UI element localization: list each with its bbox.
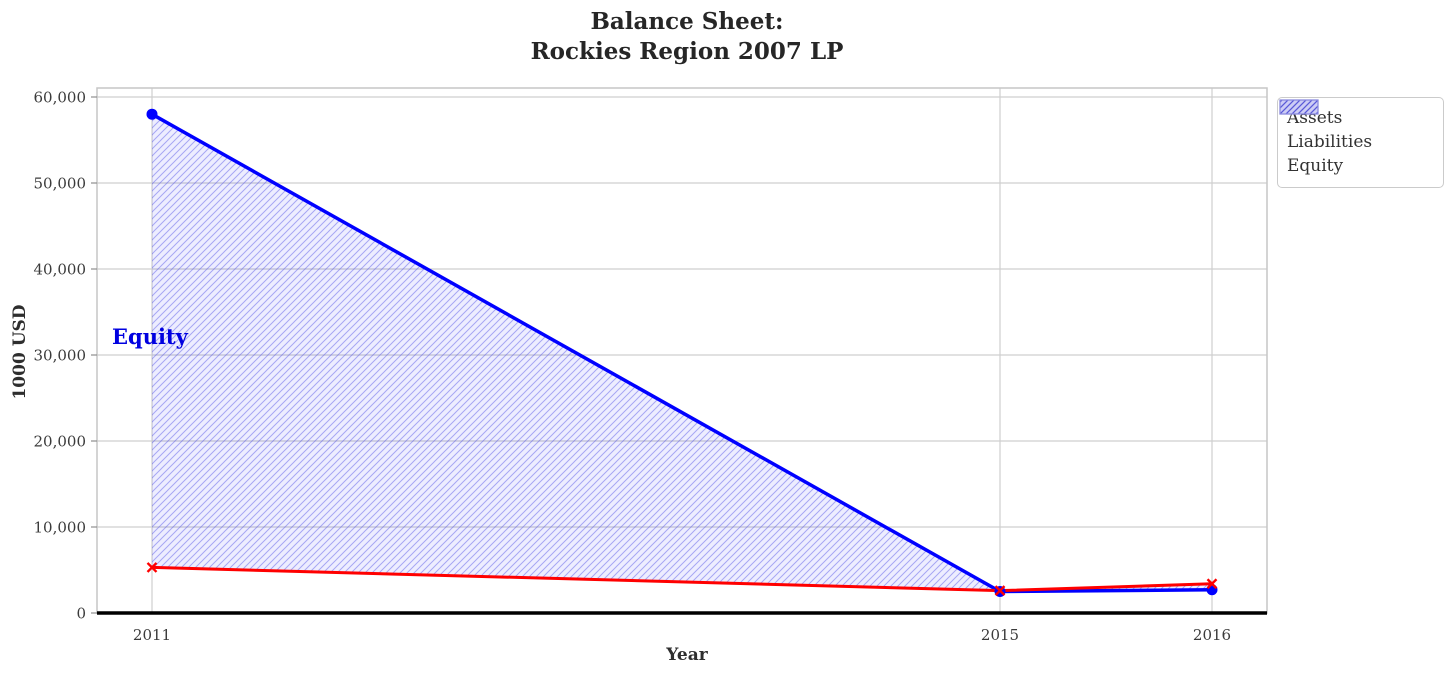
chart-title: Balance Sheet: Rockies Region 2007 LP bbox=[530, 8, 844, 66]
equity-patch-icon bbox=[1279, 99, 1319, 115]
x-axis-label: Year bbox=[666, 645, 708, 665]
equity-annotation: Equity bbox=[112, 324, 188, 349]
x-tick-label: 2011 bbox=[133, 626, 171, 644]
liabilities-marker bbox=[994, 585, 1006, 596]
legend-item-liabilities: Liabilities bbox=[1280, 101, 1433, 155]
liabilities-marker bbox=[146, 562, 158, 573]
assets-marker bbox=[146, 108, 158, 120]
y-tick-label: 0 bbox=[76, 605, 86, 623]
y-tick-label: 30,000 bbox=[34, 347, 87, 365]
x-tick-label: 2016 bbox=[1193, 626, 1231, 644]
equity-area-hatch bbox=[152, 114, 1212, 592]
y-tick-label: 10,000 bbox=[34, 519, 87, 537]
legend: Assets Liabilities Equity bbox=[1277, 97, 1444, 188]
y-tick-label: 20,000 bbox=[34, 433, 87, 451]
liabilities-marker bbox=[1206, 578, 1218, 590]
x-tick-label: 2015 bbox=[981, 626, 1019, 644]
legend-label-liabilities: Liabilities bbox=[1287, 132, 1373, 152]
y-tick-label: 60,000 bbox=[34, 89, 87, 107]
legend-label-equity: Equity bbox=[1287, 155, 1344, 176]
y-tick-label: 50,000 bbox=[34, 175, 87, 193]
y-tick-label: 40,000 bbox=[34, 261, 87, 279]
legend-item-equity: Equity bbox=[1279, 99, 1433, 178]
